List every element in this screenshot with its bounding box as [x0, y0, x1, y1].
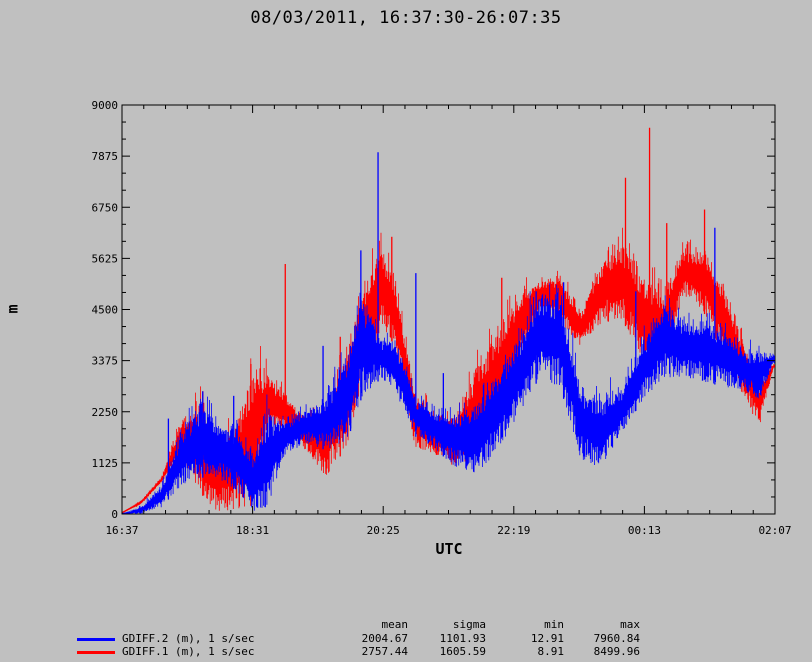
y-tick-label: 3375	[92, 355, 119, 368]
legend-label: GDIFF.1 (m), 1 s/sec	[122, 645, 255, 658]
y-tick-label: 6750	[92, 201, 119, 214]
stat-mean: 2757.44	[361, 645, 408, 658]
y-tick-label: 7875	[92, 150, 119, 163]
chart-title: 08/03/2011, 16:37:30-26:07:35	[250, 8, 562, 28]
y-tick-label: 4500	[92, 304, 119, 317]
stats-header-min: min	[544, 618, 564, 631]
stats-header-sigma: sigma	[452, 618, 486, 631]
stat-max: 8499.96	[593, 645, 640, 658]
legend-row-gdiff1: GDIFF.1 (m), 1 s/sec 2757.44 1605.59 8.9…	[0, 645, 812, 659]
x-tick-label: 00:13	[628, 524, 661, 537]
series-line	[122, 335, 774, 515]
stats-header-max: max	[620, 618, 640, 631]
axis-layer: 0 1125 2250 3375 4500 5625 6750 7875 9000 16:37 18…	[92, 99, 792, 537]
y-tick-label: 5625	[92, 252, 119, 265]
stat-min: 8.91	[537, 645, 565, 658]
stat-mean: 2004.67	[361, 632, 408, 645]
y-axis-label: m	[3, 304, 22, 314]
legend-swatch-blue	[77, 638, 115, 641]
stat-min: 12.91	[530, 632, 564, 645]
legend-label: GDIFF.2 (m), 1 s/sec	[122, 632, 255, 645]
y-tick-label: 9000	[92, 99, 119, 112]
y-tick-label: 2250	[92, 406, 119, 419]
x-tick-label: 02:07	[758, 524, 791, 537]
legend-row-gdiff2: GDIFF.2 (m), 1 s/sec 2004.67 1101.93 12.…	[0, 632, 812, 646]
stats-header-mean: mean	[381, 618, 409, 631]
stats-legend: mean sigma min max GDIFF.2 (m), 1 s/sec …	[0, 616, 812, 662]
stat-sigma: 1605.59	[439, 645, 486, 658]
x-tick-label: 20:25	[367, 524, 400, 537]
stat-sigma: 1101.93	[439, 632, 486, 645]
x-tick-label: 16:37	[105, 524, 138, 537]
legend-swatch-red	[77, 651, 115, 654]
x-tick-label: 22:19	[497, 524, 530, 537]
y-tick-label: 0	[111, 508, 118, 521]
stat-max: 7960.84	[593, 632, 640, 645]
x-axis-label: UTC	[435, 540, 463, 558]
y-tick-label: 1125	[92, 457, 119, 470]
x-tick-label: 18:31	[236, 524, 269, 537]
